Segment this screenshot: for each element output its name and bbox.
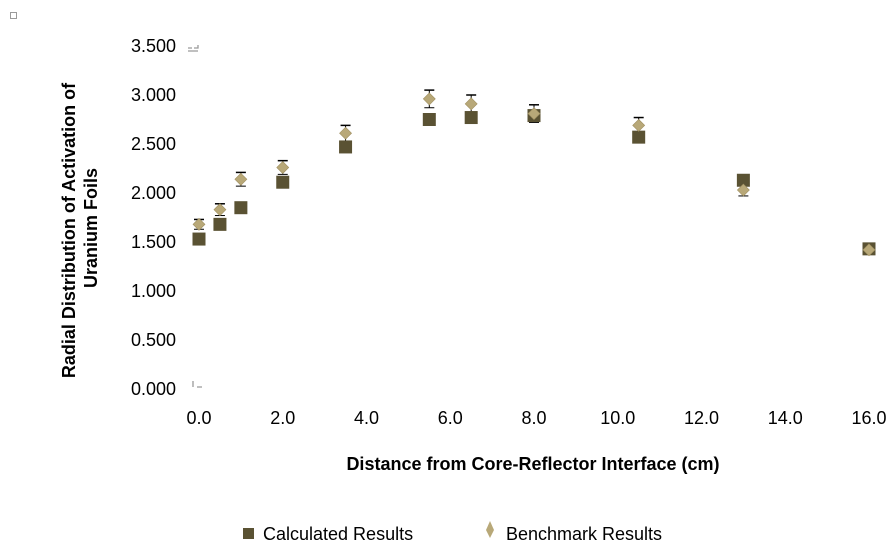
benchmark-point [339,126,352,140]
legend-label-calculated: Calculated Results [263,524,413,544]
x-tick-label: 8.0 [521,408,546,428]
calculated-point [192,232,206,246]
x-axis-title: Distance from Core-Reflector Interface (… [346,454,719,474]
calculated-point [276,175,290,189]
x-tick-label: 6.0 [438,408,463,428]
y-tick-label: 0.000 [131,379,176,399]
y-tick-label: 2.000 [131,183,176,203]
y-tick-label: 1.000 [131,281,176,301]
bottom-corner-mark [192,381,202,388]
calculated-point [632,130,646,144]
benchmark-point [422,92,436,106]
x-tick-label: 4.0 [354,408,379,428]
x-axis-ticks: 0.0 2.0 4.0 6.0 8.0 10.0 12.0 14.0 16.0 [186,408,886,428]
y-tick-label: 3.500 [131,36,176,56]
x-tick-label: 16.0 [851,408,886,428]
benchmark-point [464,97,478,111]
legend-marker-benchmark [486,521,494,538]
legend-label-benchmark: Benchmark Results [506,524,662,544]
plot-area [188,45,876,388]
benchmark-point [192,217,206,231]
calculated-point [736,173,750,187]
y-axis-title-line-1: Radial Distribution of Activation of [59,82,79,378]
calculated-point [422,113,436,126]
benchmark-point [862,243,876,257]
y-tick-label: 1.500 [131,232,176,252]
calculated-point [213,217,227,231]
calculated-point [464,111,478,125]
benchmark-point [632,118,646,132]
x-tick-label: 14.0 [768,408,803,428]
benchmark-point [736,183,750,197]
x-tick-label: 0.0 [186,408,211,428]
legend[interactable]: Calculated Results Benchmark Results [243,521,662,544]
y-axis-title: Radial Distribution of Activation of Ura… [59,78,101,378]
calculated-point [234,201,248,215]
y-tick-label: 3.000 [131,85,176,105]
benchmark-point [213,203,227,217]
y-axis-title-line-2: Uranium Foils [81,168,101,288]
chart-selection-handle[interactable] [10,12,17,19]
y-axis-ticks: 0.000 0.500 1.000 1.500 2.000 2.500 3.000 3.500 [131,36,176,399]
benchmark-point [527,107,541,121]
y-tick-label: 2.500 [131,134,176,154]
top-corner-mark [188,45,199,52]
benchmark-point [234,172,248,186]
x-tick-label: 10.0 [600,408,635,428]
calculated-point [339,140,353,154]
x-tick-label: 12.0 [684,408,719,428]
y-tick-label: 0.500 [131,330,176,350]
legend-marker-calculated [243,528,254,539]
x-tick-label: 2.0 [270,408,295,428]
benchmark-point [276,161,290,174]
